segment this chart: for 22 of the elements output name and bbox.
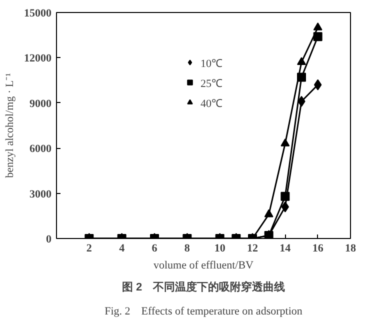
text: 图 2 不同温度下的吸附穿透曲线 [122,280,286,294]
x-tick-label: 10 [214,242,226,254]
y-axis-title: benzyl alcohol/mg · L⁻¹ [4,73,16,178]
legend-label: 40℃ [200,96,222,110]
y-tick-label: 12000 [24,52,52,65]
x-tick-label: 12 [247,242,258,254]
legend-label: 25℃ [200,76,222,90]
y-tick-label: 0 [46,234,52,246]
x-axis-title: volume of effluent/BV [154,260,254,272]
y-tick-label: 9000 [30,98,52,110]
x-tick-label: 4 [119,242,126,254]
y-tick-label: 6000 [30,143,52,156]
x-tick-label: 18 [345,242,356,254]
text: Fig. 2 Effects of temperature on adsorption [104,306,303,318]
x-tick-label: 8 [184,242,190,254]
y-tick-label: 3000 [30,188,52,200]
x-tick-label: 6 [152,242,158,254]
y-tick-label: 15000 [24,8,52,20]
x-tick-label: 16 [312,242,324,254]
x-tick-label: 14 [280,242,292,254]
legend-label: 10℃ [200,56,222,70]
x-tick-label: 2 [86,242,92,254]
